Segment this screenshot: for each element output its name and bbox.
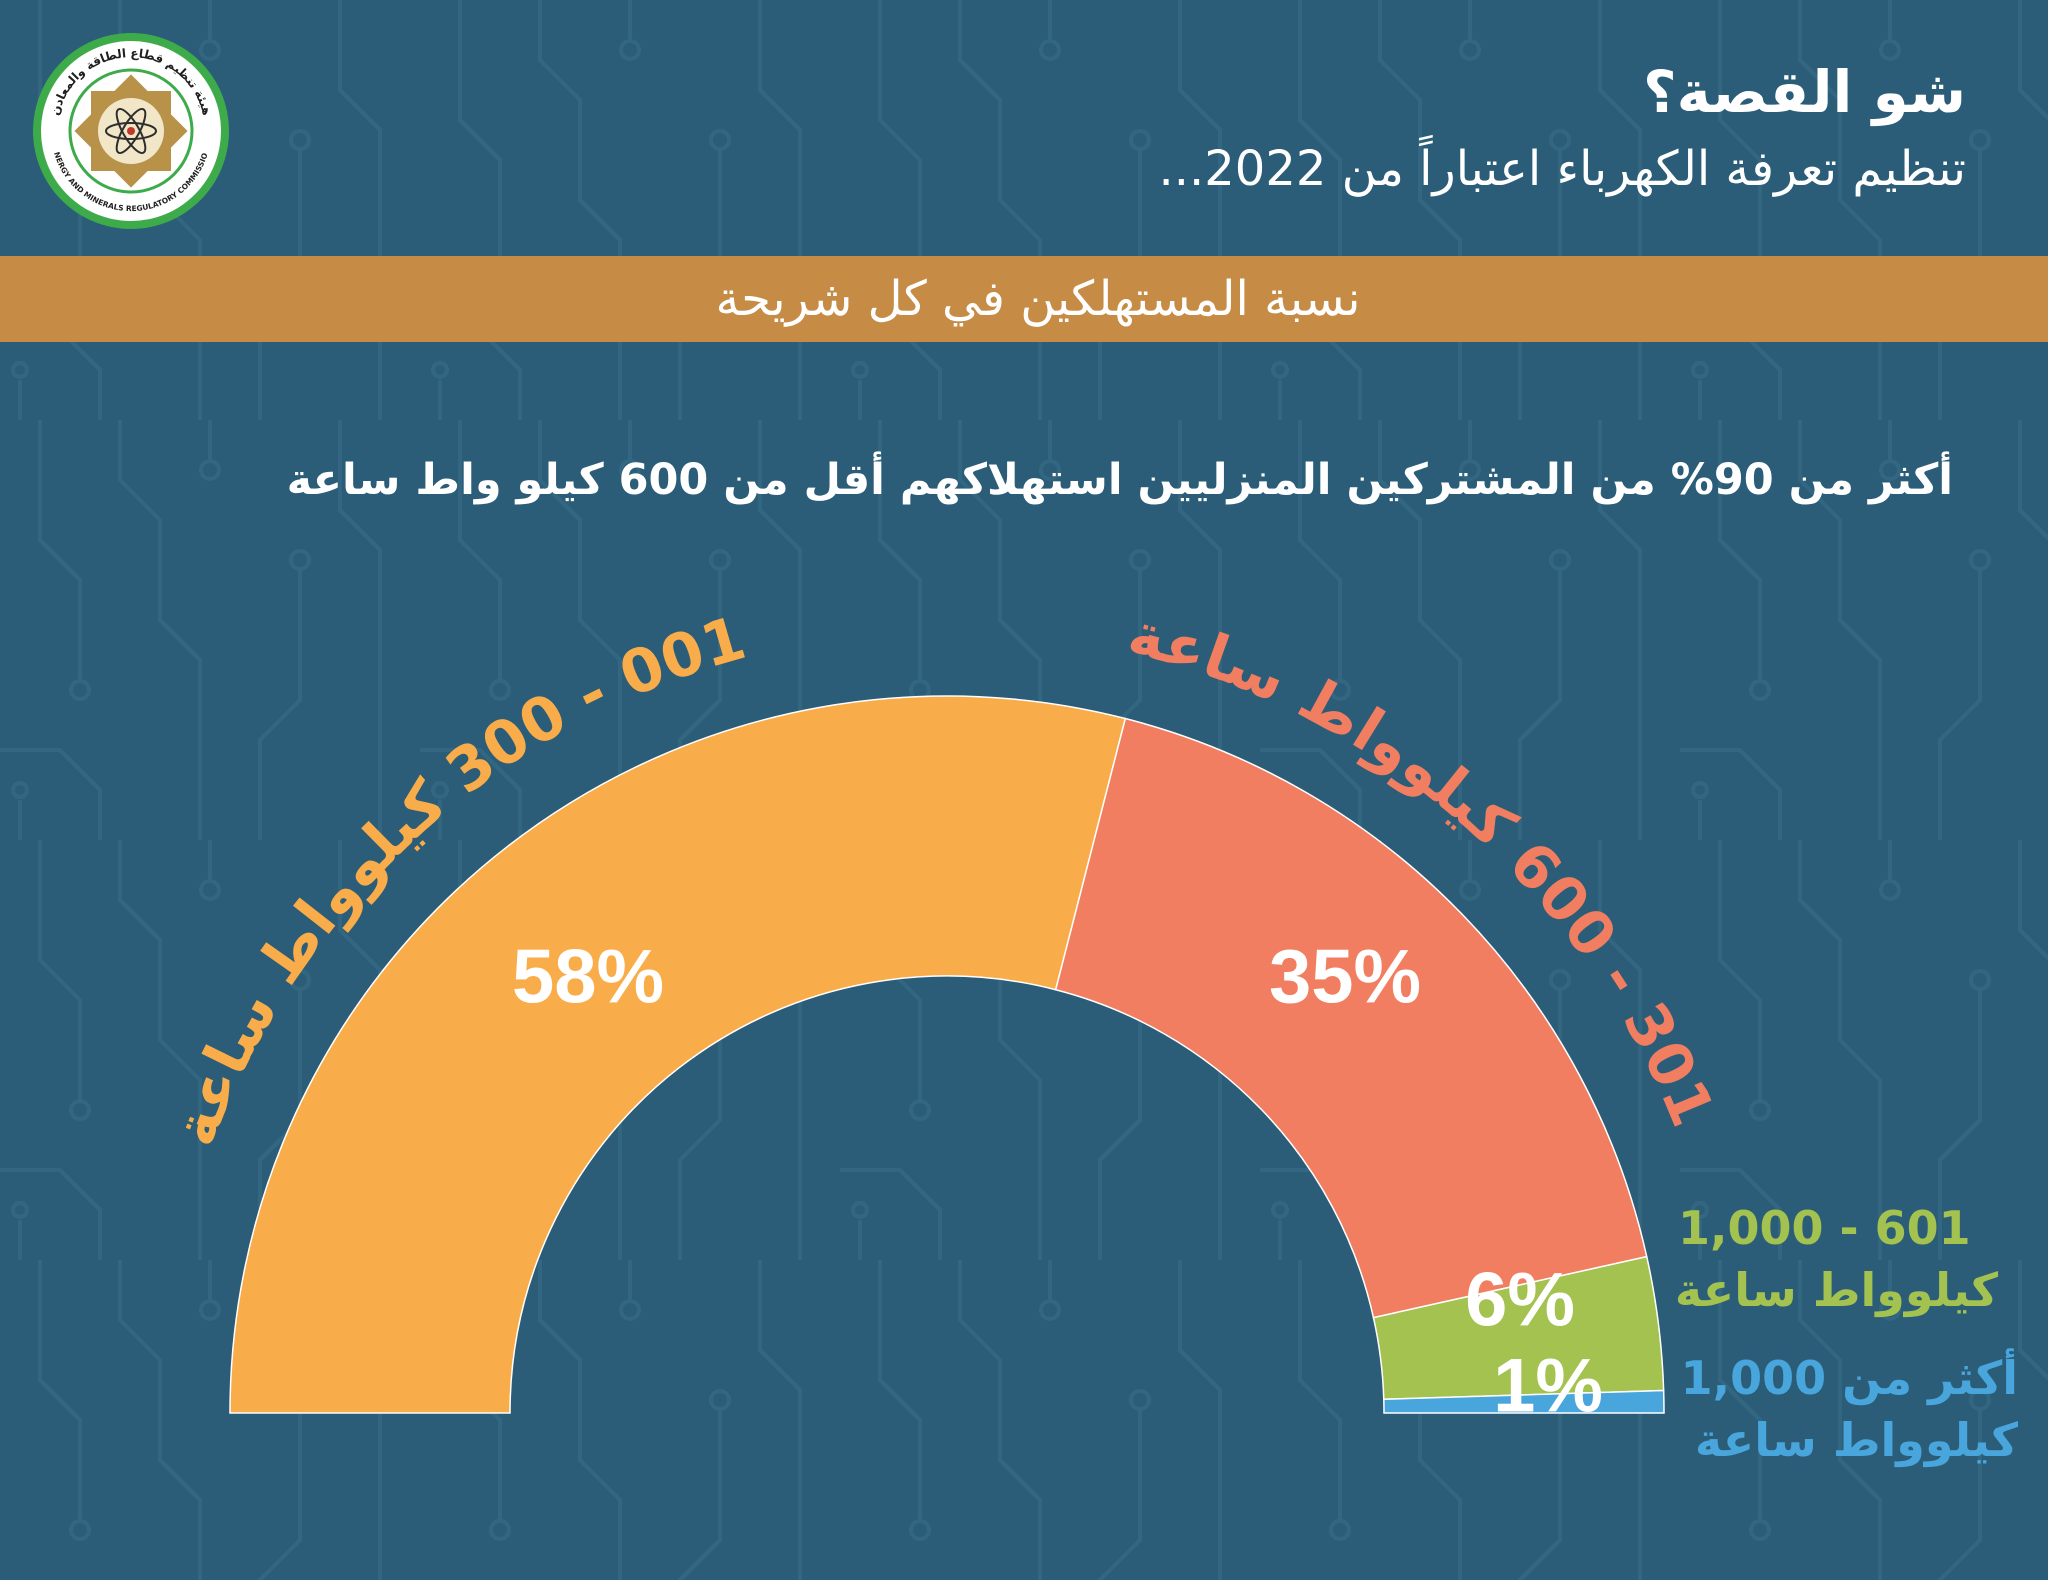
category-label-4: أكثر من 1,000 كيلوواط ساعة xyxy=(1680,1347,2018,1471)
page-subtitle: تنظيم تعرفة الكهرباء اعتباراً من 2022... xyxy=(1158,141,1966,197)
category-label-3: 601 - 1,000 كيلوواط ساعة xyxy=(1674,1197,1998,1321)
chart-annotation: أكثر من 90% من المشتركين المنزليين استهل… xyxy=(286,455,1953,505)
chart-slice-4 xyxy=(1383,1389,1665,1414)
logo: هيئة تنظيم قطاع الطاقة والمعادن ENERGY A… xyxy=(33,33,229,229)
logo-inner-ring xyxy=(68,68,194,194)
atom-emblem-icon xyxy=(74,74,188,188)
category-label-3-line-2: كيلوواط ساعة xyxy=(1674,1263,1998,1317)
category-label-3-line-1: 601 - 1,000 xyxy=(1678,1201,1971,1255)
value-label-3: 6% xyxy=(1465,1258,1575,1343)
category-label-4-line-1: أكثر من 1,000 xyxy=(1680,1351,2018,1405)
value-label-4: 1% xyxy=(1493,1344,1603,1429)
title-banner: نسبة المستهلكين في كل شريحة xyxy=(0,256,2048,342)
category-label-4-line-2: كيلوواط ساعة xyxy=(1694,1413,2018,1467)
page-title: شو القصة؟ xyxy=(1643,58,1966,126)
chart-slices xyxy=(229,695,1665,1414)
value-label-2: 35% xyxy=(1269,935,1421,1020)
chart-title: نسبة المستهلكين في كل شريحة xyxy=(715,271,1361,327)
value-label-1: 58% xyxy=(512,935,664,1020)
chart-slice-2 xyxy=(1054,717,1648,1319)
chart-slice-1 xyxy=(229,695,1127,1414)
